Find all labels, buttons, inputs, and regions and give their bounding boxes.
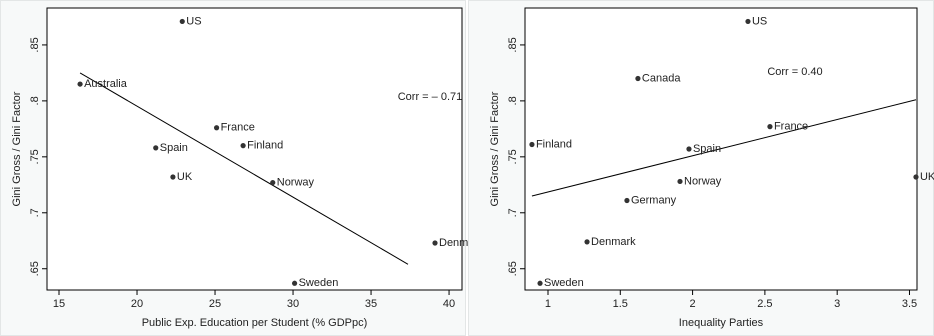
y-axis-label: Gini Gross / Gini Factor	[489, 91, 501, 206]
y-tick-label: .65	[29, 261, 41, 276]
data-point	[270, 179, 276, 186]
data-point	[686, 146, 692, 152]
y-tick-label: .85	[29, 37, 41, 52]
y-tick-label: .7	[29, 208, 41, 217]
data-point	[584, 239, 590, 245]
fit-line	[79, 72, 409, 265]
x-tick-label: 35	[365, 298, 377, 310]
y-tick-label: .75	[507, 149, 519, 164]
data-point	[179, 18, 185, 25]
point-label: Sweden	[299, 277, 339, 289]
data-point	[529, 141, 535, 148]
fit-line	[531, 99, 917, 197]
point-label: Australia	[84, 78, 128, 90]
x-tick-label: 3	[834, 298, 840, 310]
data-point	[153, 145, 159, 151]
x-axis-label: Inequality Parties	[679, 317, 764, 329]
y-tick-label: .7	[507, 208, 519, 217]
data-point	[635, 75, 641, 82]
annotation: Corr = 0.40	[767, 66, 822, 78]
data-point	[913, 174, 919, 180]
data-point	[240, 143, 246, 149]
plot-frame	[46, 7, 463, 291]
y-tick-label: .75	[29, 149, 41, 164]
data-point	[677, 178, 683, 185]
point-label: Spain	[160, 142, 188, 154]
point-label: Finland	[536, 138, 572, 150]
data-point	[745, 18, 751, 25]
annotation: Corr = – 0.71	[398, 91, 463, 103]
x-axis-label: Public Exp. Education per Student (% GDP…	[142, 317, 368, 329]
point-label: Denmark	[591, 236, 636, 248]
data-point	[624, 197, 630, 204]
point-label: Norway	[277, 176, 315, 188]
x-tick-label: 2.5	[757, 298, 772, 310]
data-point	[77, 81, 83, 87]
y-tick-label: .65	[507, 261, 519, 276]
point-label: US	[752, 15, 767, 27]
data-point	[537, 280, 543, 286]
point-label: Norway	[684, 175, 722, 187]
data-point	[432, 240, 438, 246]
data-point	[170, 174, 176, 180]
x-tick-label: 20	[131, 298, 143, 310]
x-tick-label: 15	[53, 298, 65, 310]
data-point	[213, 125, 220, 131]
x-tick-label: 25	[209, 298, 221, 310]
x-tick-label: 3.5	[902, 298, 917, 310]
point-label: Germany	[631, 194, 677, 206]
x-tick-label: 40	[443, 298, 455, 310]
point-label: UK	[920, 171, 934, 183]
y-tick-label: .85	[507, 37, 519, 52]
point-label: Canada	[642, 72, 681, 84]
y-tick-label: .8	[29, 96, 41, 105]
x-tick-label: 1.5	[613, 298, 628, 310]
point-label: Spain	[693, 143, 721, 155]
y-tick-label: .8	[507, 96, 519, 105]
point-label: France	[774, 121, 808, 133]
y-axis-label: Gini Gross / Gini Factor	[11, 91, 23, 206]
x-tick-label: 1	[545, 298, 551, 310]
point-label: US	[186, 15, 201, 27]
x-tick-label: 2	[690, 298, 696, 310]
x-tick-label: 30	[287, 298, 299, 310]
point-label: Sweden	[544, 277, 584, 289]
data-point	[767, 124, 773, 130]
point-label: UK	[177, 171, 193, 183]
point-label: Finland	[247, 140, 283, 152]
point-label: France	[221, 122, 255, 134]
data-point	[291, 280, 298, 286]
